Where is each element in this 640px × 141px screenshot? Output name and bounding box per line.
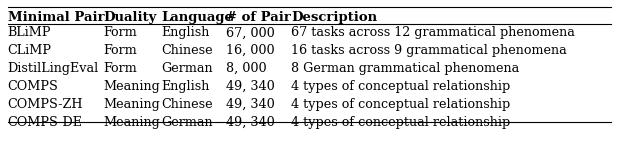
Text: Form: Form	[103, 44, 137, 57]
Text: Duality: Duality	[103, 11, 156, 24]
Text: COMPS: COMPS	[8, 80, 58, 93]
Text: English: English	[162, 26, 210, 39]
Text: Meaning: Meaning	[103, 116, 160, 129]
Text: German: German	[162, 62, 213, 75]
Text: German: German	[162, 116, 213, 129]
Text: Form: Form	[103, 62, 137, 75]
Text: Meaning: Meaning	[103, 98, 160, 111]
Text: Meaning: Meaning	[103, 80, 160, 93]
Text: 8 German grammatical phenomena: 8 German grammatical phenomena	[291, 62, 519, 75]
Text: 16, 000: 16, 000	[227, 44, 275, 57]
Text: # of Pair: # of Pair	[227, 11, 291, 24]
Text: Chinese: Chinese	[162, 98, 213, 111]
Text: Language: Language	[162, 11, 234, 24]
Text: Description: Description	[291, 11, 377, 24]
Text: 67, 000: 67, 000	[227, 26, 275, 39]
Text: 4 types of conceptual relationship: 4 types of conceptual relationship	[291, 116, 510, 129]
Text: 4 types of conceptual relationship: 4 types of conceptual relationship	[291, 80, 510, 93]
Text: 67 tasks across 12 grammatical phenomena: 67 tasks across 12 grammatical phenomena	[291, 26, 575, 39]
Text: 4 types of conceptual relationship: 4 types of conceptual relationship	[291, 98, 510, 111]
Text: 49, 340: 49, 340	[227, 116, 275, 129]
Text: DistilLingEval: DistilLingEval	[8, 62, 99, 75]
Text: English: English	[162, 80, 210, 93]
Text: COMPS-ZH: COMPS-ZH	[8, 98, 83, 111]
Text: 49, 340: 49, 340	[227, 98, 275, 111]
Text: CLiMP: CLiMP	[8, 44, 52, 57]
Text: Minimal Pair: Minimal Pair	[8, 11, 104, 24]
Text: 8, 000: 8, 000	[227, 62, 267, 75]
Text: COMPS-DE: COMPS-DE	[8, 116, 83, 129]
Text: 16 tasks across 9 grammatical phenomena: 16 tasks across 9 grammatical phenomena	[291, 44, 567, 57]
Text: Chinese: Chinese	[162, 44, 213, 57]
Text: BLiMP: BLiMP	[8, 26, 51, 39]
Text: Form: Form	[103, 26, 137, 39]
Text: 49, 340: 49, 340	[227, 80, 275, 93]
